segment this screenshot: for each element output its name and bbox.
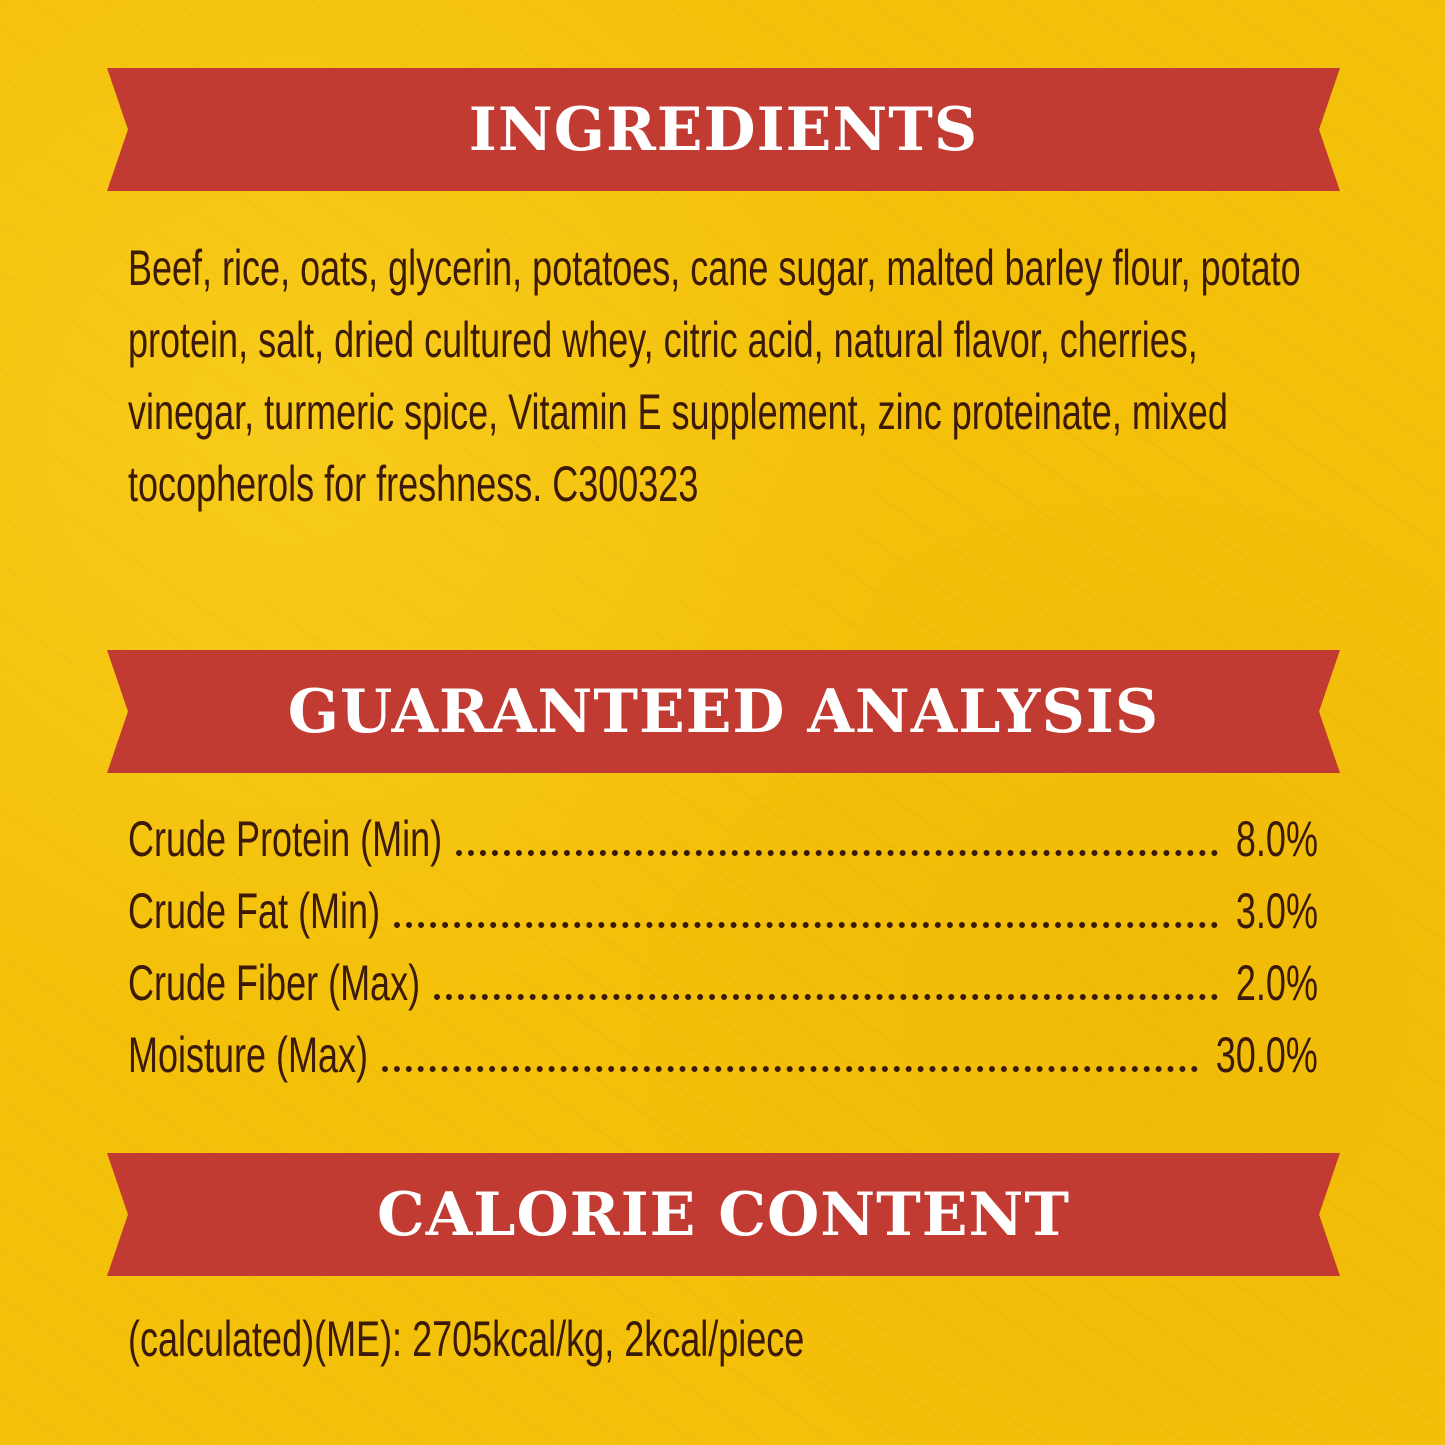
ingredients-banner: INGREDIENTS: [107, 68, 1340, 191]
analysis-row: Crude Fat (Min) 3.0%: [128, 882, 1318, 954]
calorie-heading: CALORIE CONTENT: [376, 1179, 1071, 1250]
row-label: Moisture (Max): [128, 1027, 369, 1083]
analysis-banner: GUARANTEED ANALYSIS: [107, 650, 1340, 773]
dot-leader: [394, 922, 1218, 928]
dot-leader: [456, 850, 1218, 856]
dot-leader: [382, 1066, 1199, 1072]
row-value: 30.0%: [1215, 1027, 1318, 1083]
analysis-row: Crude Fiber (Max) 2.0%: [128, 954, 1318, 1026]
row-value: 8.0%: [1235, 811, 1318, 867]
analysis-heading: GUARANTEED ANALYSIS: [287, 676, 1160, 747]
calorie-banner: CALORIE CONTENT: [107, 1153, 1340, 1276]
analysis-row: Crude Protein (Min) 8.0%: [128, 810, 1318, 882]
row-value: 2.0%: [1235, 955, 1318, 1011]
row-value: 3.0%: [1235, 883, 1318, 939]
analysis-table: Crude Protein (Min) 8.0% Crude Fat (Min)…: [128, 810, 1318, 1098]
analysis-row: Moisture (Max) 30.0%: [128, 1026, 1318, 1098]
row-label: Crude Fat (Min): [128, 883, 381, 939]
ingredients-text: Beef, rice, oats, glycerin, potatoes, ca…: [128, 240, 1301, 512]
row-label: Crude Protein (Min): [128, 811, 443, 867]
row-label: Crude Fiber (Max): [128, 955, 421, 1011]
calorie-text: (calculated)(ME): 2705kcal/kg, 2kcal/pie…: [128, 1311, 805, 1367]
dot-leader: [433, 994, 1218, 1000]
ingredients-heading: INGREDIENTS: [468, 94, 979, 165]
